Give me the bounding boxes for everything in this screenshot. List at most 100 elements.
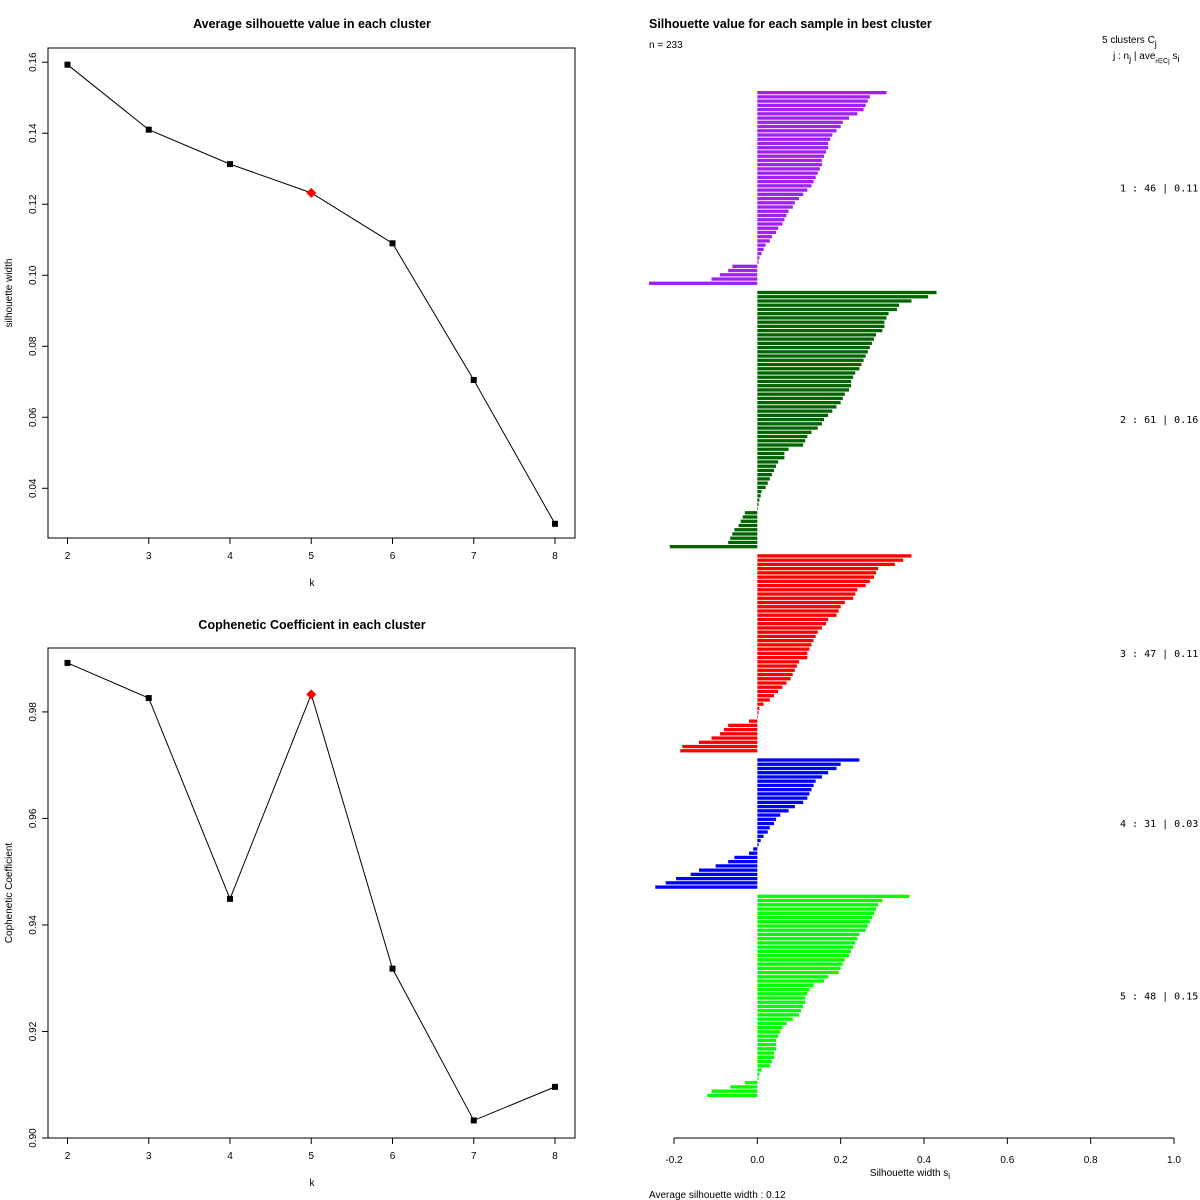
silhouette-bar bbox=[757, 685, 783, 689]
silhouette-bar bbox=[757, 592, 856, 596]
silhouette-bar bbox=[757, 489, 762, 494]
data-point bbox=[470, 1117, 477, 1124]
silhouette-bar bbox=[757, 477, 770, 481]
y-tick-label: 0.98 bbox=[28, 702, 39, 722]
silhouette-bar bbox=[757, 413, 829, 418]
silhouette-bar bbox=[757, 184, 812, 188]
silhouette-bar bbox=[730, 1085, 758, 1089]
silhouette-bar bbox=[757, 247, 764, 252]
silhouette-bar bbox=[757, 596, 854, 600]
silhouette-bar bbox=[757, 1009, 802, 1013]
silhouette-bar bbox=[757, 626, 822, 630]
silhouette-bar bbox=[757, 362, 862, 367]
silhouette-bar bbox=[757, 485, 766, 490]
silhouette-bar bbox=[757, 583, 866, 588]
silhouette-bar bbox=[757, 337, 874, 341]
cophenetic-plot-frame bbox=[47, 647, 576, 1139]
x-tick-label: 3 bbox=[146, 551, 152, 562]
silhouette-bar bbox=[719, 273, 758, 277]
silhouette-bar bbox=[728, 723, 758, 728]
x-tick-label: -0.2 bbox=[665, 1155, 683, 1166]
silhouette-bar bbox=[757, 966, 841, 970]
data-point bbox=[470, 376, 477, 383]
silhouette-bar bbox=[757, 898, 883, 903]
x-tick-label: 1.0 bbox=[1167, 1155, 1181, 1166]
silhouette-bar bbox=[757, 617, 829, 622]
x-tick-label: 6 bbox=[390, 551, 396, 562]
silhouette-bar bbox=[757, 116, 849, 120]
silhouette-bar bbox=[757, 766, 837, 771]
silhouette-bar bbox=[757, 1004, 804, 1009]
silhouette-bar bbox=[757, 129, 837, 133]
silhouette-bar bbox=[757, 800, 804, 805]
silhouette-bar bbox=[757, 494, 761, 498]
silhouette-bar bbox=[757, 792, 810, 796]
silhouette-bar bbox=[757, 771, 829, 775]
cophenetic-x-axis-label: k bbox=[310, 1178, 316, 1189]
silhouette-bar bbox=[757, 779, 816, 783]
y-tick-label: 0.94 bbox=[28, 915, 39, 935]
silhouette-bar bbox=[757, 962, 843, 966]
silhouette-bar bbox=[757, 205, 793, 209]
silhouette-bar bbox=[734, 855, 758, 860]
x-tick-label: 2 bbox=[65, 1151, 71, 1162]
silhouette-bar bbox=[757, 179, 814, 184]
silhouette-bar bbox=[757, 434, 808, 439]
silhouette-bar bbox=[757, 672, 793, 677]
silhouette-bar bbox=[757, 689, 779, 694]
silhouette-bar bbox=[757, 1068, 762, 1072]
silhouette-bar bbox=[757, 188, 808, 192]
silhouette-bar bbox=[699, 868, 758, 872]
header-line2: j : n bbox=[1112, 51, 1129, 62]
silhouette-bar bbox=[707, 1093, 758, 1098]
silhouette-bar bbox=[757, 996, 806, 1000]
highlight-point bbox=[306, 187, 317, 198]
silhouette-bar bbox=[757, 498, 760, 502]
header-line2-sub2: i∈Cj bbox=[1155, 58, 1170, 65]
silhouette-bar bbox=[757, 706, 760, 711]
silhouette-bar bbox=[757, 146, 829, 150]
silhouette-bar bbox=[699, 740, 758, 744]
silhouette-bar bbox=[728, 268, 758, 273]
silhouette-bar bbox=[757, 1030, 781, 1034]
silhouette-bar bbox=[757, 588, 858, 592]
silhouette-bar bbox=[757, 655, 808, 660]
silhouette-width-axis-label: Silhouette width si bbox=[870, 1168, 950, 1181]
silhouette-bar bbox=[757, 260, 759, 264]
data-point bbox=[145, 126, 152, 133]
silhouette-bar bbox=[757, 1055, 774, 1059]
silhouette-bar bbox=[757, 783, 814, 788]
silhouette-bar bbox=[757, 843, 759, 847]
silhouette-bar bbox=[757, 668, 795, 672]
silhouette-bar bbox=[757, 230, 777, 235]
silhouette-bar bbox=[749, 851, 758, 855]
x-tick-label: 0.0 bbox=[750, 1155, 764, 1166]
silhouette-bar bbox=[757, 417, 824, 422]
silhouette-bar bbox=[757, 422, 822, 426]
header-line2-end: s bbox=[1170, 51, 1178, 62]
silhouette-bar bbox=[757, 192, 804, 196]
silhouette-bar bbox=[757, 379, 852, 384]
header-line1-sub: j bbox=[1154, 39, 1157, 49]
silhouette-bar bbox=[757, 384, 852, 388]
silhouette-bar bbox=[757, 443, 804, 447]
silhouette-bar bbox=[719, 732, 758, 736]
x-tick-label: 6 bbox=[390, 1151, 396, 1162]
silhouette-bar bbox=[757, 1059, 772, 1064]
silhouette-bar bbox=[757, 1017, 793, 1021]
silhouette-bar bbox=[757, 506, 758, 511]
silhouette-bar bbox=[757, 579, 870, 583]
silhouette-bar bbox=[757, 979, 824, 983]
silhouette-bar bbox=[757, 834, 764, 838]
silhouette-bar bbox=[757, 1038, 777, 1042]
x-tick-label: 4 bbox=[227, 551, 233, 562]
silhouette-bar bbox=[757, 1021, 787, 1026]
silhouette-bar bbox=[757, 941, 856, 945]
silhouette-bar bbox=[757, 937, 858, 941]
silhouette-bar bbox=[757, 647, 810, 651]
header-line2-sub3: i bbox=[1177, 54, 1179, 64]
header-line2-mid: | ave bbox=[1131, 51, 1156, 62]
silhouette-bar bbox=[757, 826, 770, 830]
silhouette-bar bbox=[757, 638, 814, 643]
silhouette-bar bbox=[757, 775, 822, 779]
